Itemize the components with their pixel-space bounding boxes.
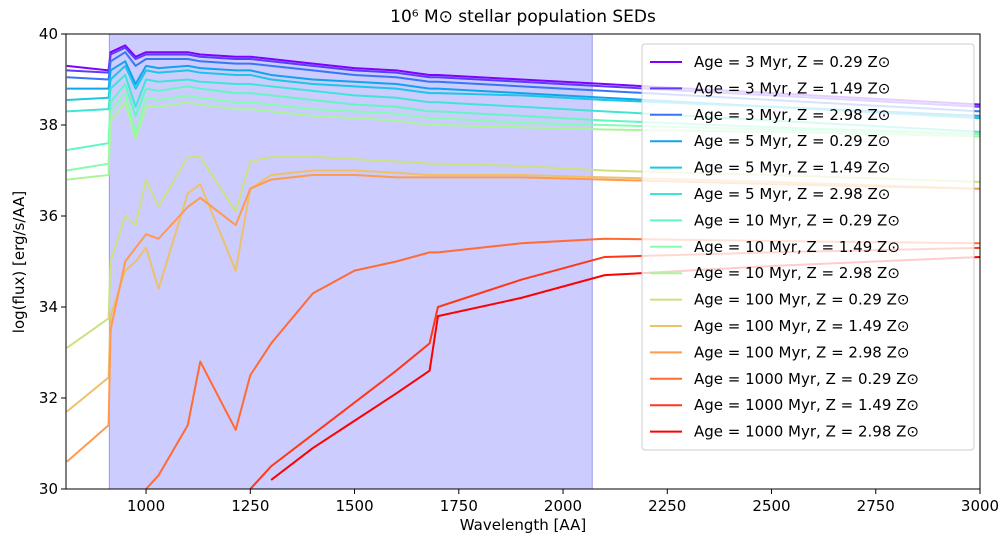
legend-label: Age = 100 Myr, Z = 0.29 Z⊙ <box>694 291 909 309</box>
legend-label: Age = 1000 Myr, Z = 0.29 Z⊙ <box>694 370 919 388</box>
series-line <box>66 73 980 133</box>
axes-frame <box>65 33 981 490</box>
y-axis-label: log(flux) [erg/s/AA] <box>10 191 28 333</box>
series-line <box>66 64 980 120</box>
legend-box <box>641 43 975 451</box>
series-line <box>145 237 980 489</box>
x-tick-label: 2000 <box>544 497 582 515</box>
y-tick-label: 32 <box>39 389 58 407</box>
x-tick-label: 1000 <box>127 497 165 515</box>
y-tick-label: 30 <box>39 480 58 498</box>
x-tick-label: 2250 <box>648 497 686 515</box>
legend-label: Age = 10 Myr, Z = 2.98 Z⊙ <box>694 264 900 282</box>
x-tick-label: 3000 <box>961 497 999 515</box>
series-line <box>66 51 980 113</box>
x-tick-label: 1750 <box>440 497 478 515</box>
legend-label: Age = 1000 Myr, Z = 2.98 Z⊙ <box>694 423 919 441</box>
legend-label: Age = 100 Myr, Z = 2.98 Z⊙ <box>694 343 909 361</box>
series-line <box>66 92 980 172</box>
series-line <box>66 174 980 463</box>
series-line <box>66 83 980 152</box>
x-axis-label: Wavelength [AA] <box>460 516 586 534</box>
legend: Age = 3 Myr, Z = 0.29 Z⊙ Age = 3 Myr, Z =… <box>641 43 975 451</box>
chart-title: 10⁶ M⊙ stellar population SEDs <box>390 7 656 27</box>
x-tick-label: 2500 <box>752 497 790 515</box>
x-tick-label: 1500 <box>335 497 373 515</box>
y-tick-label: 36 <box>39 207 58 225</box>
legend-label: Age = 10 Myr, Z = 1.49 Z⊙ <box>694 238 900 256</box>
legend-label: Age = 5 Myr, Z = 0.29 Z⊙ <box>694 132 890 150</box>
series-line <box>66 60 980 117</box>
legend-label: Age = 10 Myr, Z = 0.29 Z⊙ <box>694 211 900 229</box>
series-line <box>66 155 980 349</box>
legend-label: Age = 5 Myr, Z = 2.98 Z⊙ <box>694 185 890 203</box>
legend-label: Age = 3 Myr, Z = 0.29 Z⊙ <box>694 53 890 71</box>
series-line <box>66 101 980 181</box>
y-tick-label: 38 <box>39 116 58 134</box>
y-tick-label: 34 <box>39 298 58 316</box>
legend-label: Age = 3 Myr, Z = 2.98 Z⊙ <box>694 106 890 124</box>
series-line <box>66 44 980 106</box>
legend-label: Age = 100 Myr, Z = 1.49 Z⊙ <box>694 317 909 335</box>
legend-label: Age = 5 Myr, Z = 1.49 Z⊙ <box>694 159 890 177</box>
x-tick-label: 1250 <box>231 497 269 515</box>
x-tick-label: 2750 <box>857 497 895 515</box>
series-line <box>66 46 980 108</box>
legend-label: Age = 3 Myr, Z = 1.49 Z⊙ <box>694 79 890 97</box>
y-tick-label: 40 <box>39 25 58 43</box>
legend-label: Age = 1000 Myr, Z = 1.49 Z⊙ <box>694 396 919 414</box>
plot-area <box>66 44 980 489</box>
